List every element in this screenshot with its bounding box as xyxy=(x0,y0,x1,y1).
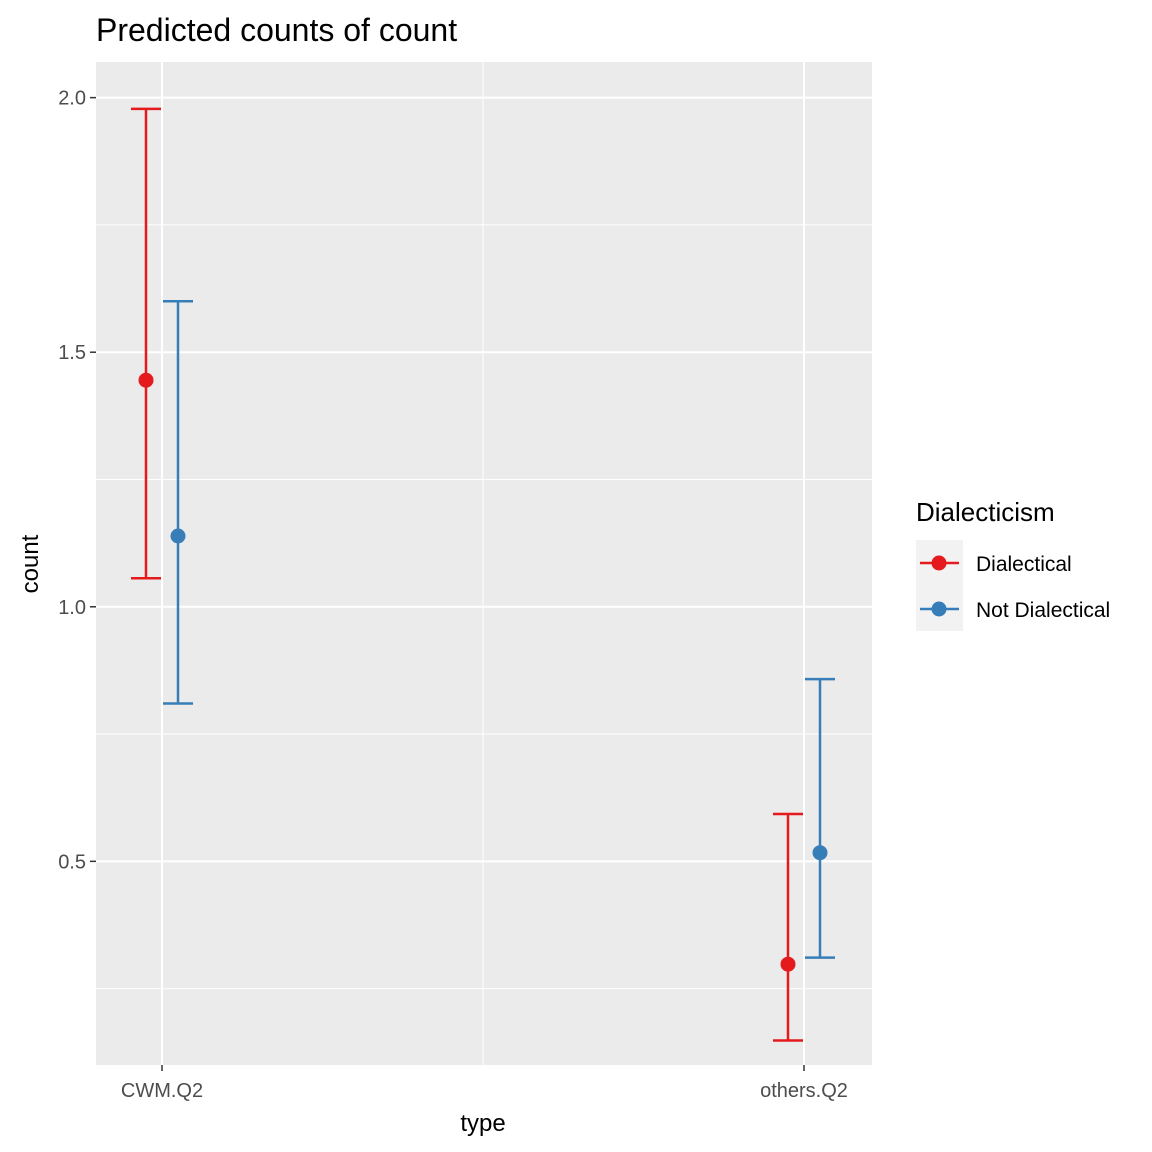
errorbar-not-dialectical xyxy=(163,300,193,705)
chart-title: Predicted counts of count xyxy=(96,12,457,48)
x-tick-label: CWM.Q2 xyxy=(121,1080,203,1102)
y-tick-label: 2.0 xyxy=(58,88,86,110)
y-axis: 0.5 1.0 1.5 2.0 xyxy=(58,88,96,873)
legend-label: Dialectical xyxy=(976,553,1072,576)
x-tick-label: others.Q2 xyxy=(760,1080,848,1102)
legend-key-background xyxy=(916,540,963,631)
legend-title: Dialecticism xyxy=(916,497,1055,527)
legend-key-point xyxy=(931,555,947,571)
legend: Dialecticism Dialectical Not Dialectical xyxy=(916,497,1110,631)
errorbar-not-dialectical xyxy=(805,677,835,959)
major-grid xyxy=(96,62,872,1065)
errorbar-dialectical xyxy=(773,812,803,1042)
y-tick-label: 1.0 xyxy=(58,597,86,619)
data-marks xyxy=(131,107,835,1042)
legend-label: Not Dialectical xyxy=(976,599,1110,622)
errorbar-dialectical xyxy=(131,107,161,580)
y-tick-label: 0.5 xyxy=(58,851,86,873)
x-axis: CWM.Q2 others.Q2 xyxy=(121,1065,848,1102)
minor-grid xyxy=(96,62,872,1065)
data-point xyxy=(812,845,828,861)
x-axis-title: type xyxy=(460,1110,505,1137)
data-point xyxy=(170,528,186,544)
y-axis-title: count xyxy=(17,534,44,593)
legend-key-point xyxy=(931,601,947,617)
data-point xyxy=(780,956,796,972)
data-point xyxy=(138,372,154,388)
y-tick-label: 1.5 xyxy=(58,342,86,364)
plot-panel xyxy=(96,62,872,1065)
